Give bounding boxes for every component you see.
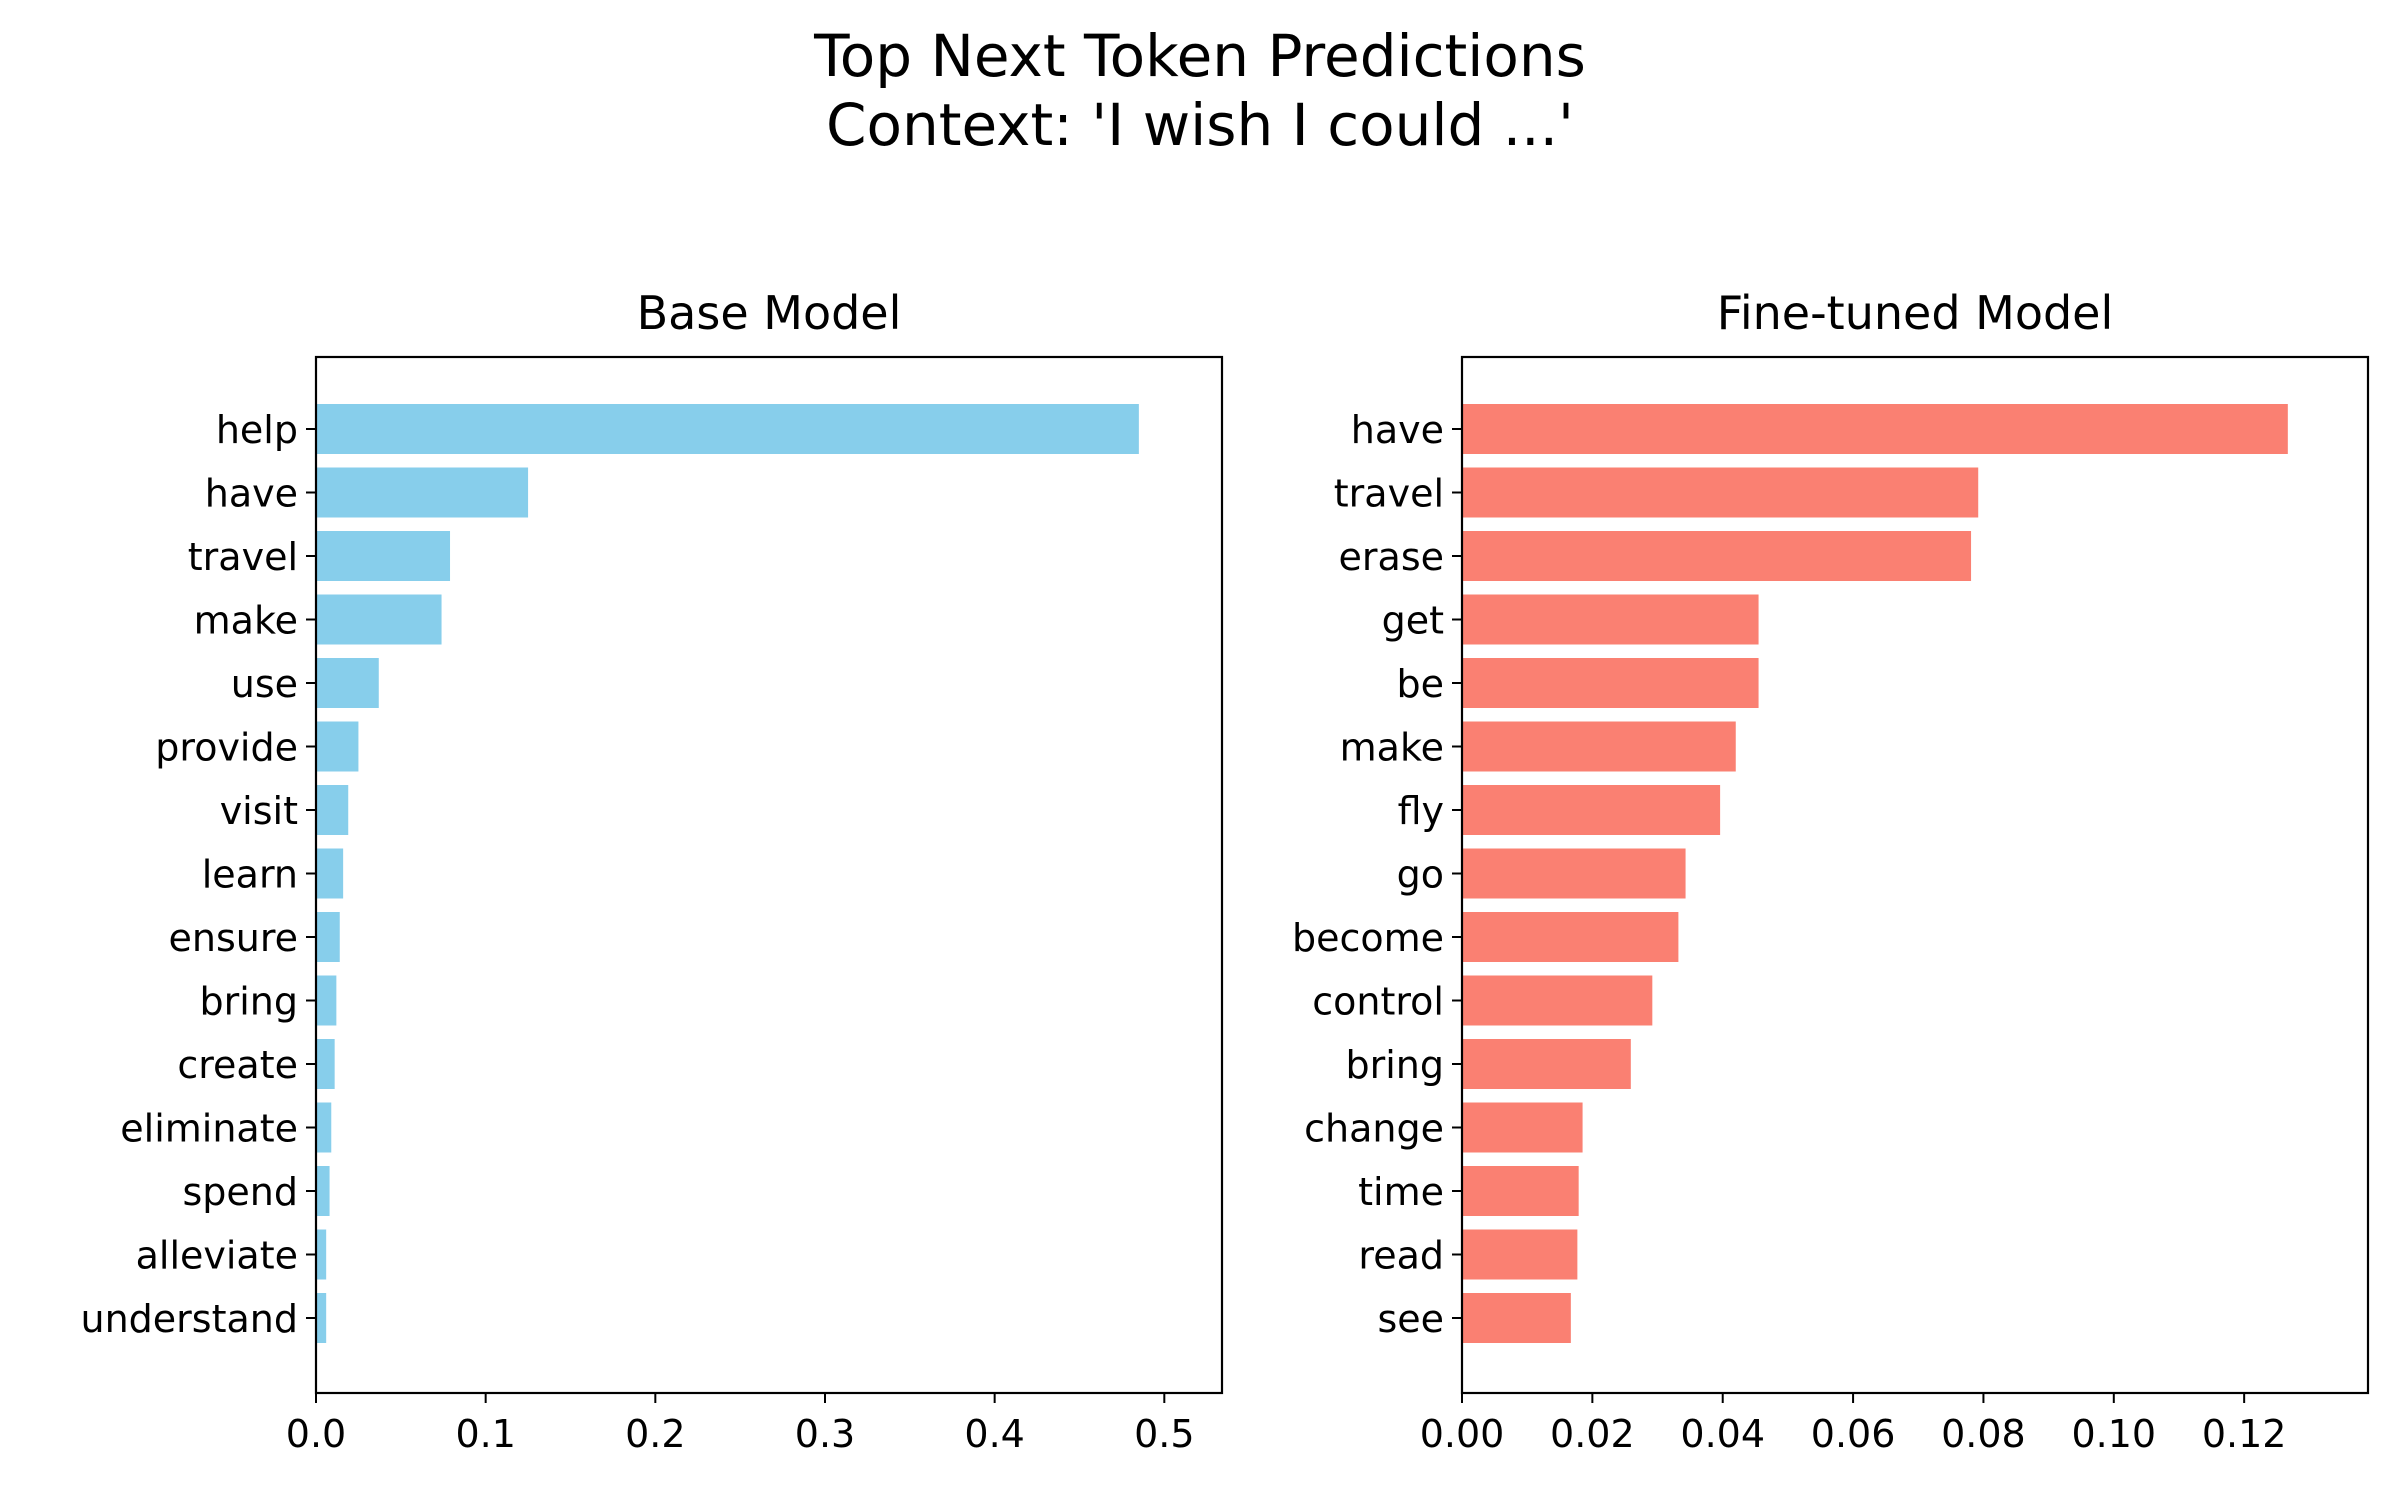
x-tick-label: 0.04 bbox=[1680, 1412, 1765, 1456]
x-tick-label: 0.0 bbox=[286, 1412, 346, 1456]
bar-visit bbox=[316, 785, 349, 835]
y-tick-label: be bbox=[1397, 662, 1445, 706]
axes-frame bbox=[314, 355, 1224, 1395]
y-tick-label: create bbox=[177, 1043, 298, 1087]
y-tick-label: alleviate bbox=[136, 1234, 298, 1278]
bar-create bbox=[316, 1039, 335, 1089]
bar-help bbox=[316, 404, 1139, 454]
bar-become bbox=[1462, 912, 1679, 962]
bar-change bbox=[1462, 1102, 1583, 1153]
bar-control bbox=[1462, 975, 1653, 1026]
bar-have bbox=[1462, 404, 2288, 454]
x-tick-label: 0.10 bbox=[2071, 1412, 2156, 1456]
bar-travel bbox=[1462, 467, 1979, 518]
bar-provide bbox=[316, 721, 359, 772]
y-tick-label: go bbox=[1397, 853, 1444, 897]
y-tick-label: bring bbox=[199, 980, 298, 1024]
chart-panel-2: Fine-tuned Model have travel erase get be make… bbox=[1292, 286, 2370, 1456]
bar-alleviate bbox=[316, 1229, 327, 1280]
bar-understand bbox=[316, 1293, 327, 1343]
bar-erase bbox=[1462, 531, 1972, 581]
bar-learn bbox=[316, 848, 344, 899]
y-tick-label: read bbox=[1358, 1234, 1444, 1278]
bar-fly bbox=[1462, 785, 1721, 835]
figure-title: Top Next Token Predictions bbox=[814, 22, 1586, 90]
y-tick-label: travel bbox=[188, 535, 298, 579]
y-tick-label: become bbox=[1292, 916, 1444, 960]
y-tick-label: get bbox=[1382, 599, 1444, 643]
bar-be bbox=[1462, 658, 1759, 708]
y-tick-label: travel bbox=[1334, 472, 1444, 516]
y-tick-label: spend bbox=[182, 1170, 298, 1214]
y-tick-label: visit bbox=[220, 789, 298, 833]
x-tick-label: 0.00 bbox=[1420, 1412, 1505, 1456]
y-tick-label: time bbox=[1358, 1170, 1444, 1214]
y-tick-label: have bbox=[205, 472, 298, 516]
bar-travel bbox=[316, 531, 451, 581]
figure-subtitle: Context: 'I wish I could ...' bbox=[826, 91, 1574, 159]
bar-have bbox=[316, 467, 529, 518]
bar-make bbox=[1462, 721, 1736, 772]
y-tick-label: eliminate bbox=[120, 1107, 298, 1151]
y-tick-label: have bbox=[1351, 408, 1444, 452]
y-tick-label: learn bbox=[202, 853, 298, 897]
x-tick-label: 0.4 bbox=[964, 1412, 1024, 1456]
chart-title: Fine-tuned Model bbox=[1717, 286, 2114, 340]
bar-go bbox=[1462, 848, 1686, 899]
bar-spend bbox=[316, 1166, 330, 1216]
bar-time bbox=[1462, 1166, 1579, 1216]
x-tick-label: 0.06 bbox=[1811, 1412, 1896, 1456]
y-tick-label: control bbox=[1312, 980, 1444, 1024]
y-tick-label: help bbox=[216, 408, 298, 452]
chart-panel-1: Base Model help have travel make use provide vi… bbox=[81, 286, 1224, 1456]
y-tick-label: understand bbox=[81, 1297, 298, 1341]
y-tick-label: bring bbox=[1345, 1043, 1444, 1087]
x-tick-label: 0.1 bbox=[455, 1412, 515, 1456]
x-tick-label: 0.02 bbox=[1550, 1412, 1635, 1456]
y-tick-label: erase bbox=[1339, 535, 1444, 579]
bar-bring bbox=[316, 975, 337, 1026]
bar-bring bbox=[1462, 1039, 1631, 1089]
axes-frame bbox=[1460, 355, 2370, 1395]
bar-ensure bbox=[316, 912, 340, 962]
bar-see bbox=[1462, 1293, 1571, 1343]
y-tick-label: ensure bbox=[168, 916, 298, 960]
x-tick-label: 0.5 bbox=[1134, 1412, 1194, 1456]
bar-eliminate bbox=[316, 1102, 332, 1153]
y-tick-label: provide bbox=[155, 726, 298, 770]
bar-use bbox=[316, 658, 379, 708]
x-tick-label: 0.08 bbox=[1941, 1412, 2026, 1456]
y-tick-label: see bbox=[1377, 1297, 1444, 1341]
y-tick-label: fly bbox=[1398, 789, 1444, 833]
x-tick-label: 0.3 bbox=[795, 1412, 855, 1456]
bar-make bbox=[316, 594, 442, 645]
y-tick-label: use bbox=[231, 662, 298, 706]
y-tick-label: make bbox=[194, 599, 298, 643]
chart-title: Base Model bbox=[637, 286, 902, 340]
x-tick-label: 0.12 bbox=[2202, 1412, 2287, 1456]
bar-get bbox=[1462, 594, 1759, 645]
y-tick-label: make bbox=[1340, 726, 1444, 770]
bar-read bbox=[1462, 1229, 1578, 1280]
y-tick-label: change bbox=[1304, 1107, 1444, 1151]
x-tick-label: 0.2 bbox=[625, 1412, 685, 1456]
